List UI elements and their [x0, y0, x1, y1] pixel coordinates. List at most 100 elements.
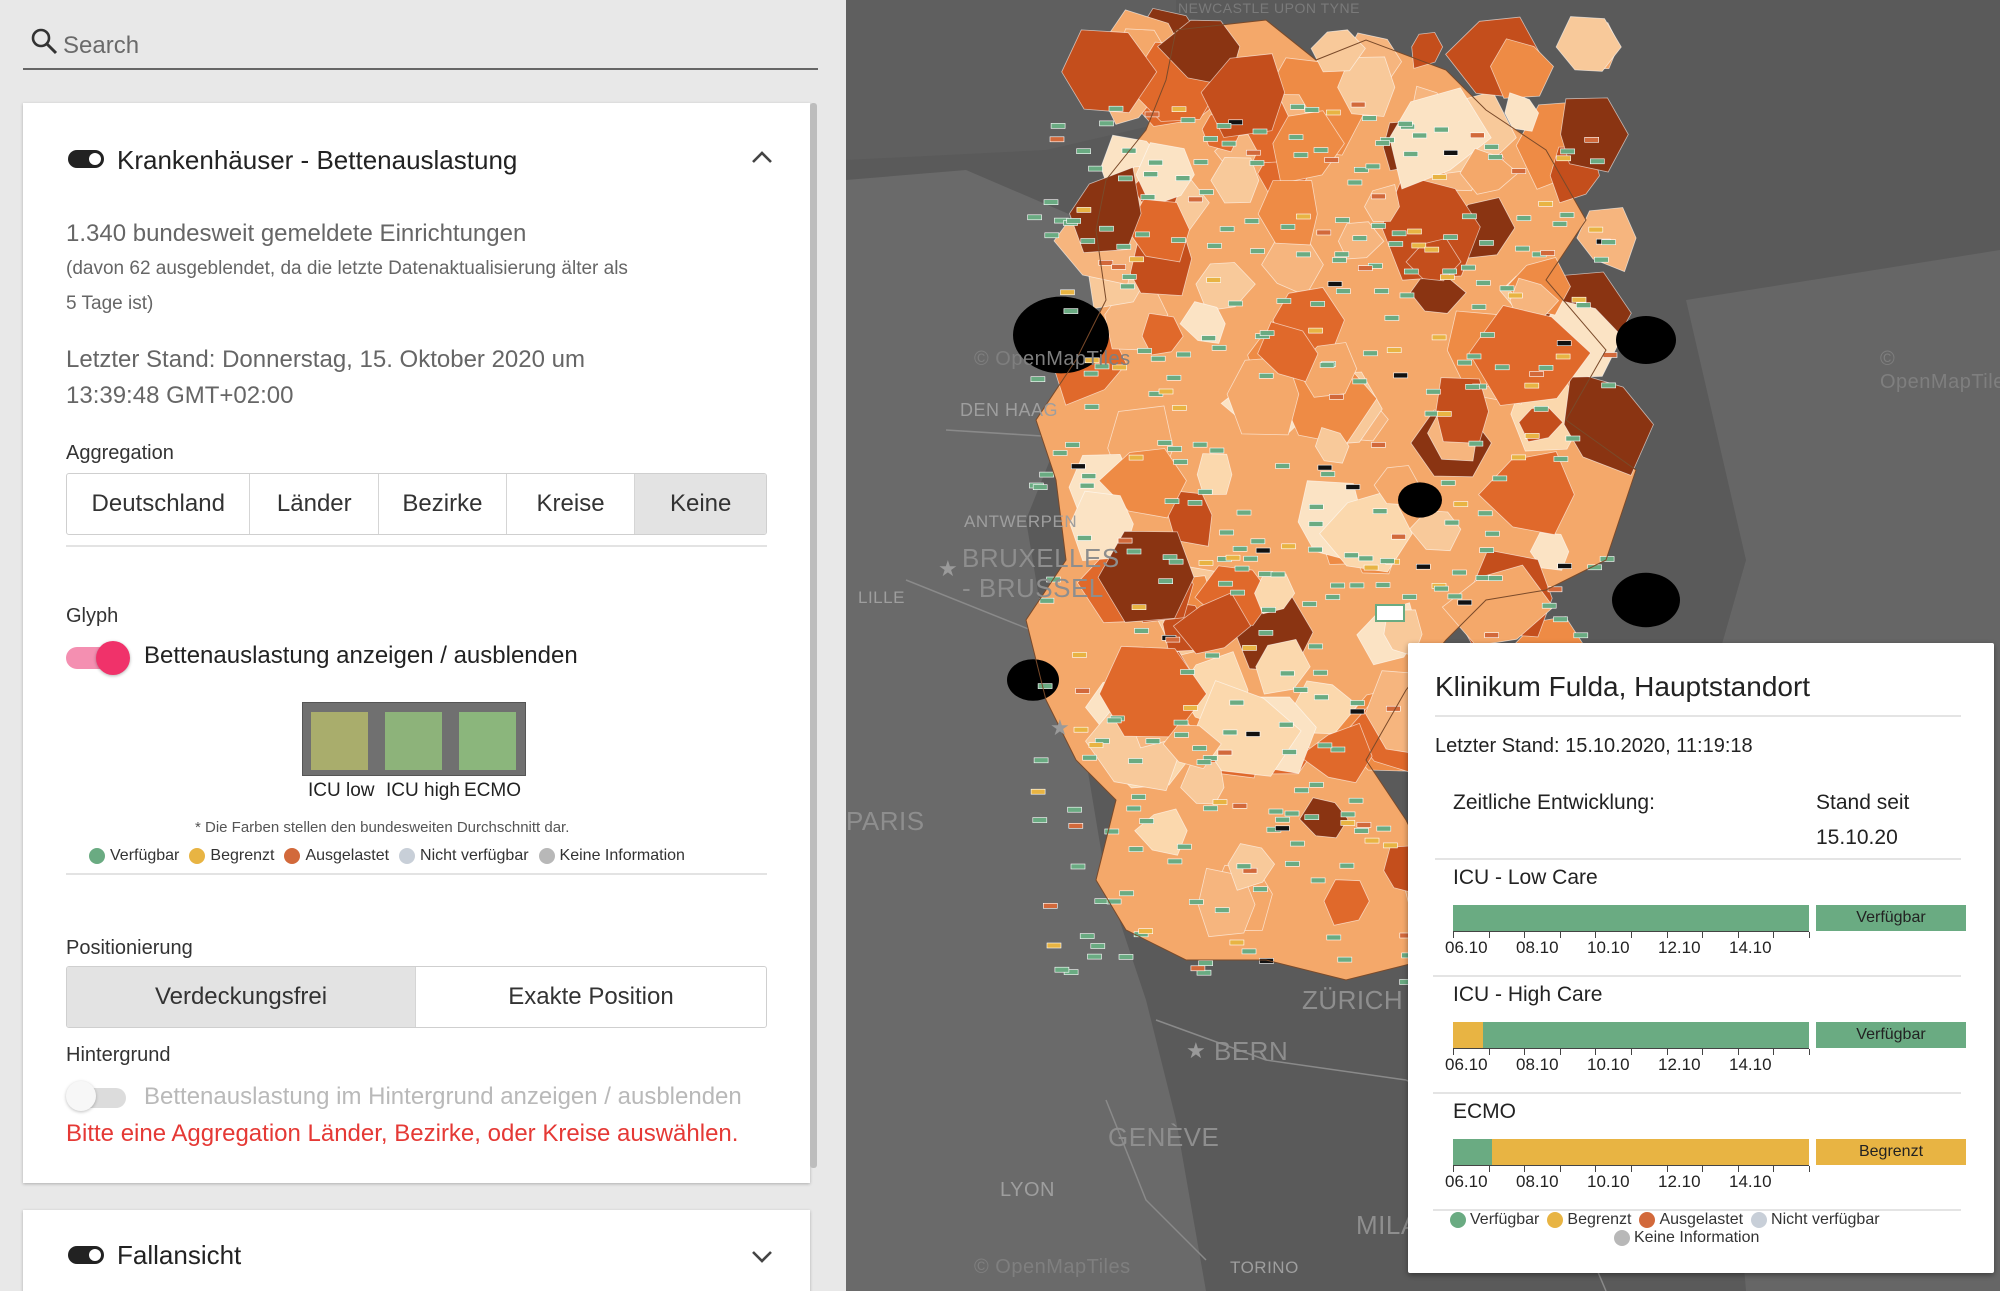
search-input[interactable] [61, 28, 761, 64]
glyph-label-icu-low: ICU low [308, 780, 375, 801]
layer-toggle[interactable] [68, 1246, 104, 1264]
city-label: ZÜRICH [1302, 985, 1404, 1015]
city-label: ANTWERPEN [964, 512, 1078, 531]
positioning-selector: Verdeckungsfrei Exakte Position [66, 966, 767, 1028]
city-label: BERN [1214, 1036, 1289, 1066]
aggregation-option-keine[interactable]: Keine [635, 474, 766, 534]
chevron-up-icon[interactable] [748, 147, 776, 167]
positioning-option-exakt[interactable]: Exakte Position [508, 983, 674, 1010]
glyph-icu-high [385, 712, 442, 770]
aggregation-option-bezirke[interactable]: Bezirke [379, 474, 507, 534]
aggregation-selector: Deutschland Länder Bezirke Kreise Keine [66, 473, 767, 535]
status-badge: Verfügbar [1816, 1022, 1966, 1048]
glyph-toggle-label: Bettenauslastung anzeigen / ausblenden [144, 642, 578, 669]
positioning-option-verdeckungsfrei[interactable]: Verdeckungsfrei [67, 967, 416, 1027]
card-title: Fallansicht [117, 1240, 242, 1270]
since-date: 15.10.20 [1816, 826, 1898, 849]
glyph-ecmo [459, 712, 516, 770]
city-label: NEWCASTLE UPON TYNE [1178, 0, 1360, 16]
last-updated-time: 13:39:48 GMT+02:00 [66, 382, 294, 409]
map-attribution: © OpenMapTiles [1880, 348, 2000, 393]
legend-dot-verfuegbar [1450, 1212, 1466, 1228]
city-label: PARIS [846, 806, 925, 836]
card-title: Krankenhäuser - Bettenauslastung [117, 145, 518, 175]
popup-legend-row2: Keine Information [1614, 1229, 1759, 1247]
timeline-tick-labels: 06.10 08.10 10.10 12.10 14.10 [1445, 1055, 1772, 1074]
divider [1435, 715, 1961, 717]
legend-dot-begrenzt [1547, 1212, 1564, 1228]
glyph-label-icu-high: ICU high [386, 780, 460, 801]
timeline-axis [1453, 1048, 1810, 1055]
background-label: Hintergrund [66, 1044, 171, 1066]
map-attribution: © OpenMapTiles [974, 348, 1131, 370]
hidden-note-cont: 5 Tage ist) [66, 293, 154, 314]
city-label: LILLE [858, 588, 905, 607]
aggregation-option-kreise[interactable]: Kreise [507, 474, 636, 534]
timeline-bar [1453, 1022, 1809, 1048]
status-badge: Verfügbar [1816, 905, 1966, 931]
city-label: - BRUSSEL [962, 573, 1104, 603]
legend-dot-nicht-verfuegbar [399, 848, 416, 864]
glyph-preview [302, 702, 526, 776]
legend-dot-ausgelastet [1639, 1212, 1656, 1228]
sidebar: Krankenhäuser - Bettenauslastung 1.340 b… [0, 0, 846, 1291]
glyph-label: Glyph [66, 605, 119, 627]
divider [1433, 975, 1961, 977]
glyph-toggle[interactable] [66, 641, 130, 675]
aggregation-option-laender[interactable]: Länder [250, 474, 380, 534]
timeline-tick-labels: 06.10 08.10 10.10 12.10 14.10 [1445, 938, 1772, 957]
legend-dot-ausgelastet [284, 848, 301, 864]
positioning-label: Positionierung [66, 937, 193, 959]
divider [1433, 1209, 1961, 1211]
svg-text:★: ★ [1050, 716, 1070, 741]
background-toggle-label: Bettenauslastung im Hintergrund anzeigen… [144, 1083, 742, 1110]
chevron-down-icon[interactable] [748, 1246, 776, 1266]
glyph-label-ecmo: ECMO [464, 780, 521, 801]
aggregation-label: Aggregation [66, 442, 174, 464]
divider [66, 873, 767, 875]
popup-title: Klinikum Fulda, Hauptstandort [1435, 671, 1811, 702]
svg-text:★: ★ [1186, 1039, 1206, 1064]
svg-text:★: ★ [938, 557, 958, 582]
case-view-card: Fallansicht [23, 1210, 810, 1291]
timeline-bar [1453, 1139, 1809, 1165]
city-label: GENÈVE [1108, 1122, 1220, 1152]
hospital-glyphs [1027, 101, 1618, 985]
category-label: ICU - High Care [1453, 983, 1603, 1006]
panel-scrollbar[interactable] [810, 103, 817, 1168]
map-attribution: © OpenMapTiles [974, 1256, 1131, 1278]
hospital-popup: Klinikum Fulda, Hauptstandort Letzter St… [1408, 643, 1994, 1273]
timeline-axis [1453, 1165, 1810, 1172]
category-label: ICU - Low Care [1453, 866, 1598, 889]
development-label: Zeitliche Entwicklung: [1453, 791, 1655, 814]
background-toggle[interactable] [66, 1079, 130, 1113]
divider [1435, 858, 1961, 860]
aggregation-option-deutschland[interactable]: Deutschland [67, 474, 251, 534]
layer-toggle[interactable] [68, 150, 104, 168]
search-bar [23, 18, 818, 70]
aggregation-warning: Bitte eine Aggregation Länder, Bezirke, … [66, 1120, 739, 1147]
timeline-axis [1453, 931, 1810, 938]
last-updated: Letzter Stand: Donnerstag, 15. Oktober 2… [66, 346, 585, 373]
divider [1433, 1092, 1961, 1094]
popup-updated: Letzter Stand: 15.10.2020, 11:19:18 [1435, 735, 1753, 757]
legend: Verfügbar Begrenzt Ausgelastet Nicht ver… [89, 847, 685, 865]
glyph-icu-low [311, 712, 368, 770]
popup-legend: Verfügbar Begrenzt Ausgelastet Nicht ver… [1450, 1211, 1880, 1229]
legend-dot-verfuegbar [89, 848, 105, 864]
city-label: LYON [1000, 1179, 1055, 1201]
timeline-bar [1453, 905, 1809, 931]
timeline-tick-labels: 06.10 08.10 10.10 12.10 14.10 [1445, 1172, 1772, 1191]
legend-dot-keine-information [1614, 1230, 1630, 1246]
facility-count: 1.340 bundesweit gemeldete Einrichtungen [66, 220, 527, 247]
city-label: DEN HAAG [960, 400, 1059, 420]
search-icon [31, 28, 58, 55]
divider [66, 545, 767, 547]
hospital-layer-card: Krankenhäuser - Bettenauslastung 1.340 b… [23, 103, 810, 1183]
legend-dot-nicht-verfuegbar [1751, 1212, 1768, 1228]
glyph-note: * Die Farben stellen den bundesweiten Du… [195, 819, 570, 836]
city-label: TORINO [1230, 1258, 1299, 1277]
hidden-note: (davon 62 ausgeblendet, da die letzte Da… [66, 258, 628, 279]
legend-dot-begrenzt [189, 848, 206, 864]
legend-dot-keine-information [538, 848, 555, 864]
